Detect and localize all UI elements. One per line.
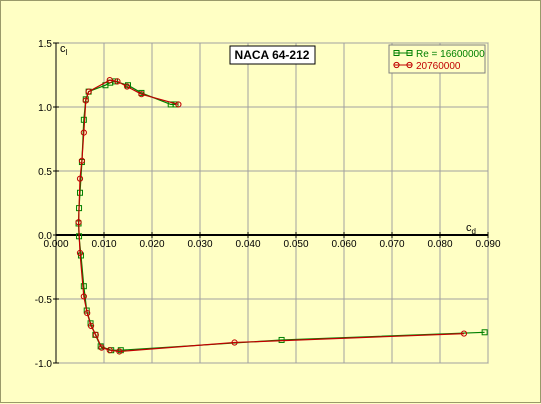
tick-labels: 0.000 0.010 0.020 0.030 0.040 0.050 0.060 0.070…: [35, 39, 501, 370]
legend-marker-b: [393, 61, 400, 69]
series-2-point: [231, 339, 238, 346]
x-tick-label: 0.060: [331, 239, 356, 250]
series-1-point: [97, 343, 104, 350]
series-1-point: [481, 329, 488, 336]
y-tick-label: 1.5: [38, 39, 52, 50]
series-2-point: [92, 331, 99, 338]
series-2-point: [123, 83, 131, 90]
legend-label-a: Re = 16600000: [416, 49, 485, 60]
x-tick-label: 0.010: [91, 239, 116, 250]
series-2-point: [75, 219, 82, 226]
series-2-point: [84, 309, 91, 317]
legend-marker-a2: [406, 50, 413, 56]
legend-marker-b2: [406, 61, 413, 69]
y-tick-label: -1.0: [35, 359, 53, 370]
axes: [53, 42, 489, 364]
legend: Re = 16600000 20760000: [388, 44, 486, 74]
x-tick-label: 0.030: [187, 239, 212, 250]
series-2-point: [138, 91, 145, 98]
series-1-point: [80, 116, 87, 123]
plot-area: [55, 42, 489, 364]
series-2-point: [76, 249, 84, 257]
y-axis-label: cl: [60, 43, 68, 57]
series-2-point: [76, 175, 84, 182]
series-2-point: [106, 347, 113, 354]
series-2-point: [80, 293, 87, 300]
legend-label-b: 20760000: [416, 61, 461, 72]
legend-marker-a: [393, 50, 400, 56]
x-tick-label: 0.000: [43, 239, 68, 250]
series-1-point: [278, 336, 285, 343]
y-tick-label: 1.0: [38, 103, 52, 114]
y-tick-label: -0.5: [35, 295, 53, 306]
x-axis-label: cd: [466, 222, 476, 236]
series-2-point: [114, 78, 121, 85]
series-2-point: [175, 101, 182, 108]
series-2-point: [82, 97, 89, 104]
chart-title-box: NACA 64-212: [229, 45, 316, 65]
series-2-point: [80, 129, 87, 136]
x-tick-label: 0.070: [379, 239, 404, 250]
series-2-point: [87, 322, 95, 329]
x-tick-label: 0.080: [427, 239, 452, 250]
series-1-point: [80, 283, 87, 290]
legend-box: [388, 44, 486, 74]
series-2-point: [85, 88, 92, 95]
series-layer: [75, 77, 488, 355]
series-2-point: [460, 330, 468, 337]
y-tick-label: 0.5: [38, 167, 52, 178]
series-2-point: [78, 157, 86, 164]
y-tick-label: 0.0: [38, 231, 52, 242]
x-tick-label: 0.050: [283, 239, 308, 250]
series-1-point: [117, 347, 124, 354]
series-2-point: [116, 348, 123, 355]
x-tick-label: 0.040: [235, 239, 260, 250]
x-tick-label: 0.020: [139, 239, 164, 250]
series-2: [75, 77, 468, 355]
x-tick-label: 0.090: [475, 239, 500, 250]
series-2-point: [98, 344, 105, 351]
chart-title: NACA 64-212: [235, 48, 310, 62]
series-2-point: [106, 77, 113, 84]
